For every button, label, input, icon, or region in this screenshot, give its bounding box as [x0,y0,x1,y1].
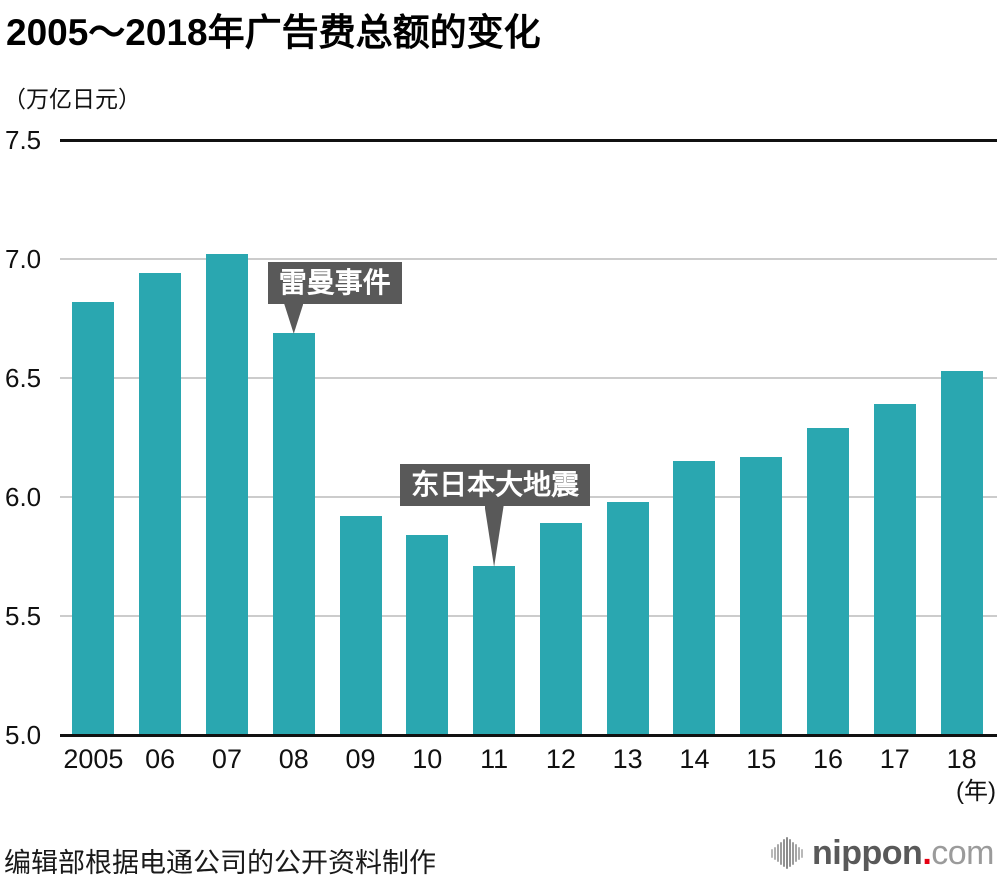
x-tick-label: 10 [412,744,443,774]
bar-06 [139,273,182,734]
gridline [60,258,997,260]
x-tick-label: 18 [946,744,977,774]
source-note: 编辑部根据电通公司的公开资料制作 [4,848,436,878]
x-tick-label: 09 [345,744,376,774]
y-tick-label: 7.5 [5,125,42,155]
x-tick-label: 15 [746,744,777,774]
bar-18 [940,370,983,734]
y-tick-label: 5.0 [5,720,42,750]
x-tick-label: 16 [813,744,844,774]
annotation-box-08: 雷曼事件 [267,262,402,304]
soundwave-icon [771,836,804,870]
y-tick-label: 6.0 [5,482,42,512]
annotation-tail [484,506,504,568]
logo-text-main: nippon [812,834,923,872]
nippon-logo: nippon.com [771,832,994,874]
x-tick-label: 12 [545,744,576,774]
gridline [60,615,997,617]
bar-08 [272,332,315,734]
bar-14 [673,461,716,734]
bar-10 [406,535,449,734]
x-tick-label: 14 [679,744,710,774]
bar-16 [807,427,850,734]
x-tick-label: 07 [211,744,242,774]
bar-12 [539,523,582,734]
bar-15 [740,456,783,734]
x-tick-label: 2005 [63,744,124,774]
page-title: 2005～2018年广告费总额的变化 [6,12,541,53]
annotation-tail [284,304,304,334]
axis-line-top [60,138,997,142]
bar-2005 [72,301,115,734]
x-tick-label: 06 [145,744,176,774]
axis-line-baseline [60,733,997,737]
bar-17 [873,404,916,734]
bar-07 [205,254,248,734]
y-tick-label: 7.0 [5,244,42,274]
y-tick-label: 6.5 [5,363,42,393]
x-axis-unit-label: (年) [956,778,996,805]
bar-13 [606,501,649,734]
x-tick-label: 08 [278,744,309,774]
gridline [60,377,997,379]
y-tick-label: 5.5 [5,601,42,631]
logo-dot: . [922,834,932,872]
x-tick-label: 17 [879,744,910,774]
y-axis-unit-label: （万亿日元） [3,86,141,112]
x-tick-label: 13 [612,744,643,774]
annotation-box-11: 东日本大地震 [400,464,591,506]
bar-09 [339,516,382,734]
logo-text-tld: com [931,834,994,872]
logo-text: nippon.com [812,832,994,874]
bar-11 [473,566,516,734]
x-tick-label: 11 [480,744,509,774]
